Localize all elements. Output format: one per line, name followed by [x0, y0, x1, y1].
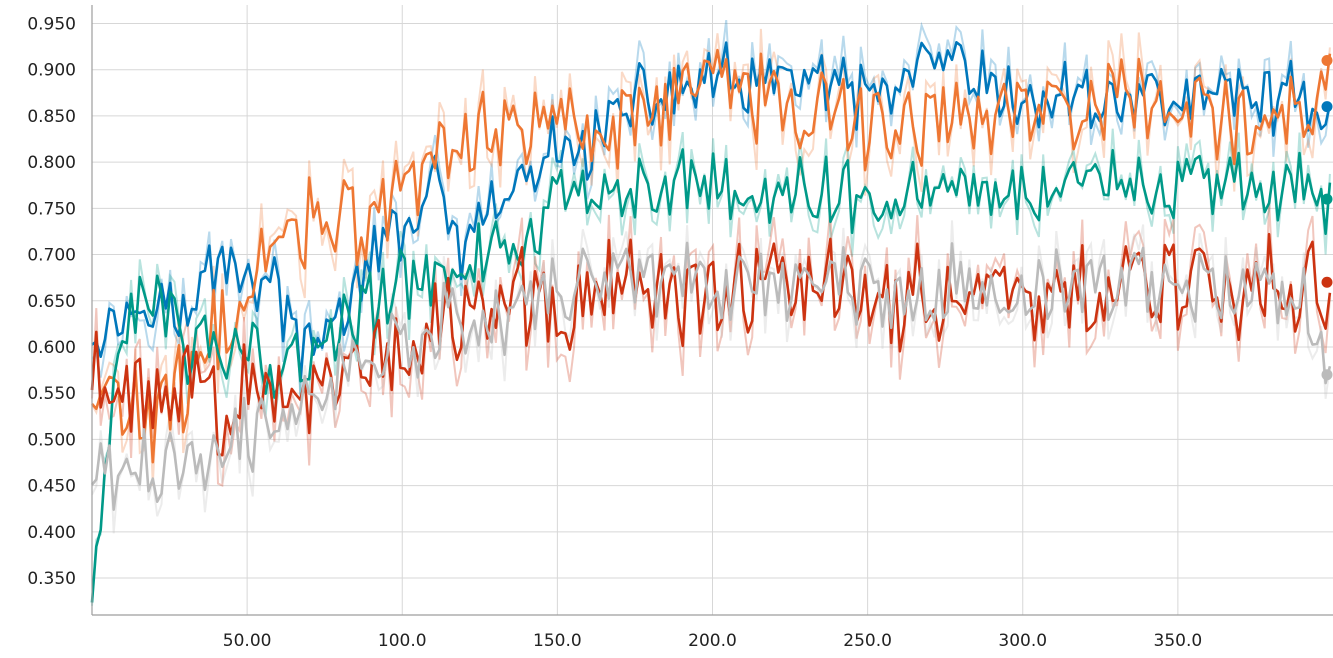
x-tick-label: 50.00: [223, 631, 272, 651]
endpoint-layer: [1321, 54, 1333, 381]
y-tick-label: 0.500: [27, 430, 76, 450]
x-tick-label: 250.0: [843, 631, 892, 651]
series-4-endpoint: [1321, 276, 1333, 288]
x-tick-label: 350.0: [1154, 631, 1203, 651]
smooth-series-layer: [90, 40, 1332, 603]
axis-layer: [91, 5, 1333, 616]
y-tick-label: 0.950: [27, 14, 76, 34]
series-2-endpoint: [1321, 54, 1333, 66]
series-4-line: [90, 232, 1332, 457]
series-2-line: [91, 48, 1332, 464]
y-tick-label: 0.550: [27, 384, 76, 404]
y-tick-label: 0.350: [27, 569, 76, 589]
y-tick-label: 0.900: [27, 61, 76, 81]
y-tick-label: 0.650: [27, 292, 76, 312]
y-tick-label: 0.450: [27, 477, 76, 497]
y-tick-label: 0.600: [27, 338, 76, 358]
y-tick-label: 0.850: [27, 107, 76, 127]
tick-label-layer: 0.950 0.900 0.850 0.800 0.750 0.700 0.650 0.600…: [27, 14, 1202, 651]
y-tick-label: 0.700: [27, 246, 76, 266]
series-4-raw-line: [91, 201, 1331, 487]
y-tick-label: 0.400: [27, 523, 76, 543]
y-tick-label: 0.750: [27, 199, 76, 219]
x-tick-label: 300.0: [998, 631, 1047, 651]
series-3-line: [90, 148, 1332, 603]
x-tick-label: 100.0: [378, 631, 427, 651]
y-tick-label: 0.800: [27, 153, 76, 173]
series-1-endpoint: [1321, 101, 1333, 113]
x-tick-label: 150.0: [533, 631, 582, 651]
series-3-endpoint: [1321, 193, 1333, 205]
x-tick-label: 200.0: [688, 631, 737, 651]
series-5-line: [90, 241, 1332, 512]
series-5-endpoint: [1321, 369, 1333, 381]
